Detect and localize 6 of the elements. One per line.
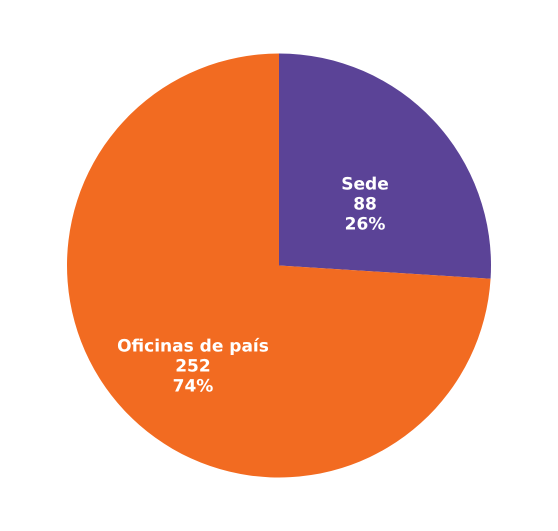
data-label: 252 74% [172, 356, 214, 396]
slice-label: Sede [341, 174, 389, 195]
pie-slice [279, 54, 491, 279]
data-label: 88 26% [344, 194, 386, 235]
pie-slice [67, 54, 491, 478]
slice-label: Oficinas de país [117, 336, 269, 356]
